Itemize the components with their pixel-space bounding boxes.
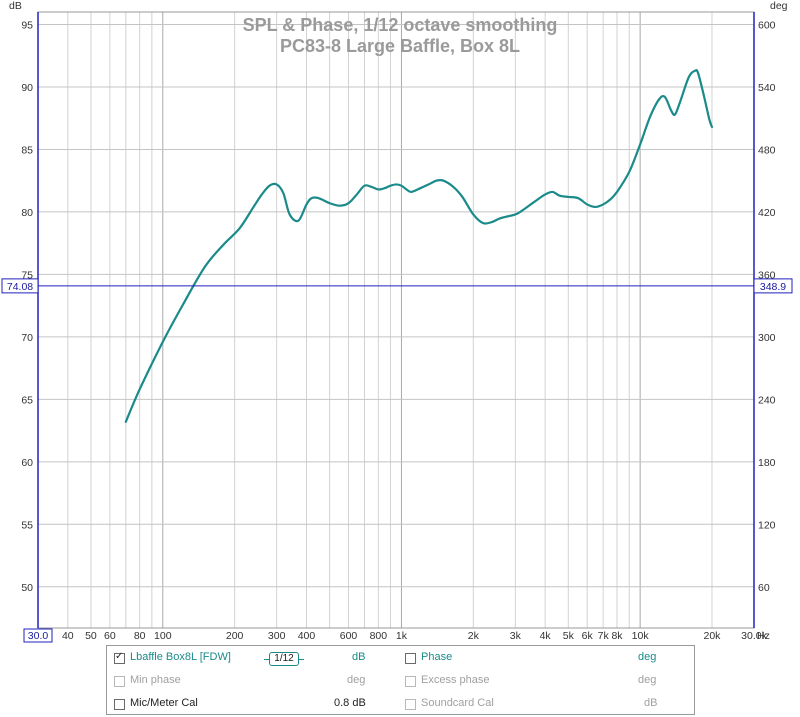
y2-tick-label: 120 bbox=[758, 519, 776, 531]
x-tick-label: 2k bbox=[468, 630, 480, 642]
y2-tick-label: 600 bbox=[758, 19, 776, 31]
y-tick-label: 50 bbox=[21, 582, 33, 594]
x-tick-label: 300 bbox=[268, 630, 286, 642]
x-tick-label: 4k bbox=[540, 630, 552, 642]
y2-tick-label: 480 bbox=[758, 144, 776, 156]
y2-tick-label: 420 bbox=[758, 207, 776, 219]
phase-unit: deg bbox=[638, 651, 657, 663]
legend-row-min-phase: Min phase deg Excess phase deg bbox=[107, 673, 694, 691]
soundcard-cal-label: Soundcard Cal bbox=[421, 697, 494, 709]
smoothing-badge[interactable]: 1/12 bbox=[264, 652, 304, 666]
soundcard-cal-checkbox[interactable] bbox=[405, 699, 416, 710]
x-tick-label: 6k bbox=[582, 630, 594, 642]
cursor-db-label: 74.08 bbox=[7, 281, 33, 293]
x-tick-label: 5k bbox=[563, 630, 575, 642]
x-tick-label: 200 bbox=[226, 630, 244, 642]
x-start-box[interactable] bbox=[23, 628, 53, 643]
x-start-label: 30.0 bbox=[28, 630, 49, 642]
y-tick-label: 75 bbox=[21, 269, 33, 281]
excess-phase-label: Excess phase bbox=[421, 674, 490, 686]
grid-lines bbox=[38, 12, 754, 628]
x-tick-label: 50 bbox=[85, 630, 97, 642]
series-layer bbox=[124, 69, 714, 423]
y-tick-label: 90 bbox=[21, 82, 33, 94]
y-axis-unit-label: dB bbox=[9, 0, 22, 12]
min-phase-label: Min phase bbox=[130, 674, 181, 686]
plot-frame bbox=[37, 11, 755, 629]
x-tick-label: 7k bbox=[598, 630, 610, 642]
y-tick-label: 60 bbox=[21, 457, 33, 469]
soundcard-cal-unit: dB bbox=[644, 697, 658, 709]
mic-cal-checkbox[interactable] bbox=[114, 699, 125, 710]
cursor-deg-box[interactable] bbox=[753, 278, 793, 294]
measurement-unit: dB bbox=[352, 651, 366, 663]
x-tick-label: 100 bbox=[154, 630, 172, 642]
legend-panel: Lbaffle Box8L [FDW] 1/12 dB Phase deg Mi… bbox=[106, 645, 695, 715]
plot-border bbox=[37, 11, 755, 629]
x-tick-label: 600 bbox=[340, 630, 358, 642]
cursor-db-box[interactable] bbox=[1, 278, 39, 294]
x-tick-label: 1k bbox=[396, 630, 408, 642]
spl-series-line bbox=[124, 69, 714, 423]
y2-tick-label: 360 bbox=[758, 269, 776, 281]
measurement-label[interactable]: Lbaffle Box8L [FDW] bbox=[130, 651, 231, 663]
y2-tick-label: 60 bbox=[758, 582, 770, 594]
chart-title: SPL & Phase, 1/12 octave smoothing bbox=[243, 15, 558, 35]
x-tick-label: 60 bbox=[104, 630, 116, 642]
tick-labels: 50 55 60 65 70 75 80 85 90 95 60 120 180 240 300 360 420… bbox=[21, 19, 776, 643]
cursor-layer[interactable]: 74.08 348.9 bbox=[1, 278, 793, 294]
phase-checkbox[interactable] bbox=[405, 653, 416, 664]
x-tick-label: 3k bbox=[510, 630, 522, 642]
phase-label[interactable]: Phase bbox=[421, 651, 453, 663]
y-tick-label: 85 bbox=[21, 144, 33, 156]
x-tick-label: 30.0k bbox=[741, 630, 767, 642]
y2-axis-unit-label: deg bbox=[770, 0, 788, 12]
x-tick-label: 80 bbox=[134, 630, 146, 642]
y-tick-label: 95 bbox=[21, 19, 33, 31]
mic-cal-value: 0.8 dB bbox=[334, 697, 366, 709]
y-tick-label: 80 bbox=[21, 207, 33, 219]
min-phase-unit: deg bbox=[347, 674, 366, 686]
y-tick-label: 70 bbox=[21, 332, 33, 344]
mic-cal-label[interactable]: Mic/Meter Cal bbox=[130, 697, 198, 709]
x-axis-unit-label: Hz bbox=[757, 630, 770, 642]
chart-subtitle: PC83-8 Large Baffle, Box 8L bbox=[280, 36, 520, 56]
y2-tick-label: 240 bbox=[758, 394, 776, 406]
x-tick-label: 20k bbox=[704, 630, 722, 642]
x-tick-label: 10k bbox=[632, 630, 650, 642]
y-tick-label: 55 bbox=[21, 519, 33, 531]
cursor-deg-label: 348.9 bbox=[760, 281, 786, 293]
min-phase-checkbox[interactable] bbox=[114, 676, 125, 687]
spl-chart[interactable]: 74.08 348.9 50 55 60 65 70 75 80 85 90 95 60 120 180 2… bbox=[0, 0, 800, 645]
legend-row-cal: Mic/Meter Cal 0.8 dB Soundcard Cal dB bbox=[107, 696, 694, 714]
y2-tick-label: 540 bbox=[758, 82, 776, 94]
y-tick-label: 65 bbox=[21, 394, 33, 406]
y2-tick-label: 300 bbox=[758, 332, 776, 344]
x-tick-label: 800 bbox=[370, 630, 388, 642]
x-tick-label: 40 bbox=[62, 630, 74, 642]
excess-phase-checkbox[interactable] bbox=[405, 676, 416, 687]
measurement-checkbox[interactable] bbox=[114, 651, 125, 664]
excess-phase-unit: deg bbox=[638, 674, 657, 686]
y2-tick-label: 180 bbox=[758, 457, 776, 469]
legend-row-measurement: Lbaffle Box8L [FDW] 1/12 dB Phase deg bbox=[107, 650, 694, 668]
x-tick-label: 400 bbox=[298, 630, 316, 642]
x-tick-label: 8k bbox=[611, 630, 623, 642]
